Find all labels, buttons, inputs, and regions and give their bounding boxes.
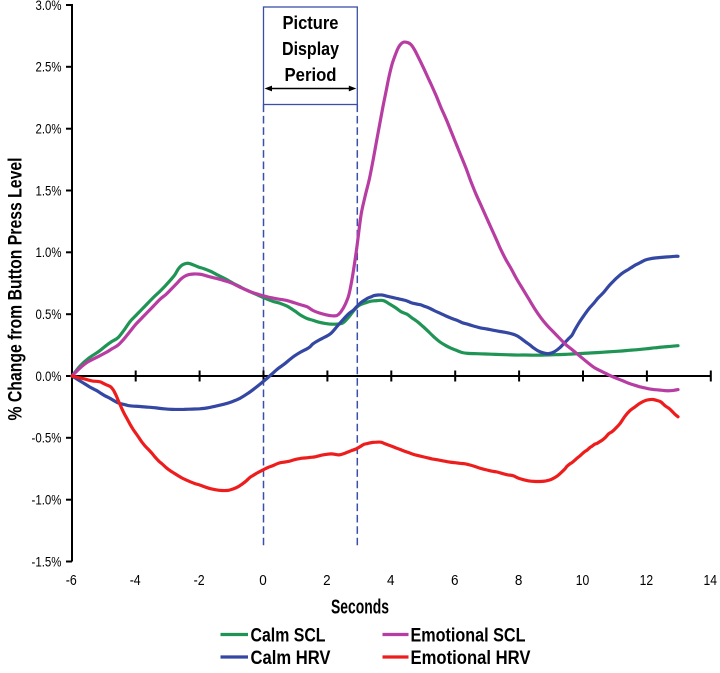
svg-text:Picture: Picture	[283, 13, 339, 33]
svg-text:0: 0	[259, 573, 267, 589]
svg-text:1.5%: 1.5%	[36, 182, 62, 198]
svg-text:-4: -4	[130, 573, 141, 589]
svg-text:0.5%: 0.5%	[36, 306, 62, 322]
svg-text:Calm HRV: Calm HRV	[251, 648, 331, 668]
svg-text:-1.5%: -1.5%	[32, 553, 62, 569]
svg-text:2.5%: 2.5%	[36, 59, 62, 75]
svg-text:2.0%: 2.0%	[36, 121, 62, 137]
svg-text:4: 4	[387, 573, 395, 589]
svg-text:2: 2	[323, 573, 331, 589]
svg-text:Seconds: Seconds	[331, 596, 389, 618]
svg-text:% Change from Button Press Lev: % Change from Button Press Level	[6, 158, 27, 421]
svg-text:12: 12	[640, 573, 654, 589]
svg-text:Emotional HRV: Emotional HRV	[411, 648, 531, 668]
svg-text:Emotional SCL: Emotional SCL	[411, 625, 526, 646]
svg-text:-6: -6	[66, 573, 77, 589]
svg-text:Display: Display	[282, 39, 339, 59]
svg-text:6: 6	[451, 573, 459, 589]
svg-text:10: 10	[576, 573, 590, 589]
svg-text:8: 8	[515, 573, 523, 589]
svg-text:1.0%: 1.0%	[36, 244, 62, 260]
svg-text:-2: -2	[194, 573, 205, 589]
svg-text:-1.0%: -1.0%	[32, 492, 62, 508]
svg-text:0.0%: 0.0%	[36, 368, 62, 384]
svg-text:14: 14	[704, 573, 718, 589]
svg-text:Calm SCL: Calm SCL	[251, 625, 326, 646]
svg-text:-0.5%: -0.5%	[32, 430, 62, 446]
svg-text:Period: Period	[285, 65, 337, 85]
svg-text:3.0%: 3.0%	[36, 0, 62, 13]
